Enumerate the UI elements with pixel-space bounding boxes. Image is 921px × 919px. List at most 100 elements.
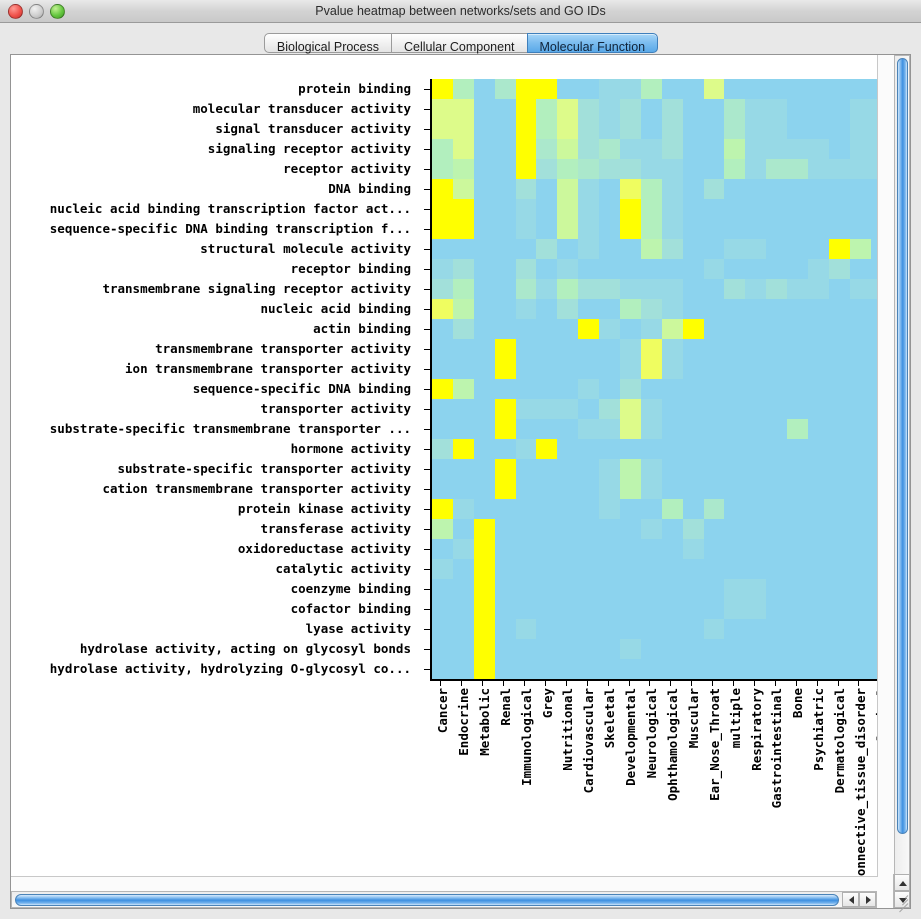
heatmap-cell[interactable] — [724, 219, 746, 239]
heatmap-cell[interactable] — [557, 459, 579, 479]
heatmap-cell[interactable] — [661, 319, 683, 339]
heatmap-cell[interactable] — [703, 559, 725, 579]
heatmap-cell[interactable] — [432, 619, 453, 639]
heatmap-cell[interactable] — [620, 579, 641, 599]
heatmap-cell[interactable] — [828, 419, 850, 439]
heatmap-cell[interactable] — [536, 119, 558, 139]
heatmap-cell[interactable] — [682, 119, 704, 139]
heatmap-cell[interactable] — [557, 219, 579, 239]
heatmap-cell[interactable] — [808, 479, 829, 499]
heatmap-cell[interactable] — [808, 619, 829, 639]
heatmap-cell[interactable] — [432, 519, 453, 539]
heatmap-cell[interactable] — [557, 359, 579, 379]
scroll-up-button[interactable] — [894, 874, 910, 891]
heatmap-cell[interactable] — [745, 639, 767, 659]
heatmap-cell[interactable] — [808, 399, 829, 419]
heatmap-cell[interactable] — [745, 339, 767, 359]
heatmap-cell[interactable] — [494, 639, 516, 659]
heatmap-cell[interactable] — [849, 199, 871, 219]
heatmap-cell[interactable] — [870, 219, 877, 239]
heatmap-cell[interactable] — [557, 99, 579, 119]
heatmap-cell[interactable] — [515, 259, 537, 279]
heatmap-cell[interactable] — [849, 119, 871, 139]
heatmap-cell[interactable] — [473, 79, 495, 99]
heatmap-cell[interactable] — [640, 379, 662, 399]
heatmap-cell[interactable] — [640, 439, 662, 459]
heatmap-cell[interactable] — [620, 479, 641, 499]
heatmap-cell[interactable] — [473, 199, 495, 219]
heatmap-cell[interactable] — [849, 559, 871, 579]
heatmap-cell[interactable] — [870, 379, 877, 399]
heatmap-cell[interactable] — [808, 99, 829, 119]
heatmap-cell[interactable] — [808, 259, 829, 279]
heatmap-cell[interactable] — [787, 519, 809, 539]
heatmap-cell[interactable] — [515, 639, 537, 659]
heatmap-cell[interactable] — [620, 359, 641, 379]
heatmap-cell[interactable] — [849, 379, 871, 399]
heatmap-cell[interactable] — [828, 159, 850, 179]
heatmap-cell[interactable] — [661, 439, 683, 459]
heatmap-cell[interactable] — [620, 499, 641, 519]
heatmap-cell[interactable] — [557, 399, 579, 419]
heatmap-cell[interactable] — [828, 119, 850, 139]
heatmap-cell[interactable] — [828, 79, 850, 99]
minimize-button[interactable] — [29, 4, 44, 19]
heatmap-cell[interactable] — [787, 459, 809, 479]
heatmap-cell[interactable] — [766, 639, 788, 659]
heatmap-cell[interactable] — [724, 339, 746, 359]
heatmap-cell[interactable] — [494, 219, 516, 239]
heatmap-cell[interactable] — [682, 479, 704, 499]
heatmap-cell[interactable] — [808, 579, 829, 599]
heatmap-cell[interactable] — [661, 359, 683, 379]
heatmap-cell[interactable] — [682, 559, 704, 579]
heatmap-cell[interactable] — [745, 239, 767, 259]
heatmap-cell[interactable] — [473, 479, 495, 499]
heatmap-cell[interactable] — [452, 99, 474, 119]
heatmap-cell[interactable] — [473, 279, 495, 299]
heatmap-cell[interactable] — [620, 419, 641, 439]
heatmap-cell[interactable] — [599, 139, 621, 159]
heatmap-cell[interactable] — [452, 399, 474, 419]
heatmap-cell[interactable] — [682, 179, 704, 199]
heatmap-cell[interactable] — [870, 199, 877, 219]
heatmap-cell[interactable] — [828, 659, 850, 679]
heatmap-cell[interactable] — [661, 659, 683, 679]
heatmap-cell[interactable] — [620, 299, 641, 319]
heatmap-cell[interactable] — [494, 279, 516, 299]
heatmap-cell[interactable] — [849, 79, 871, 99]
heatmap-cell[interactable] — [452, 459, 474, 479]
heatmap-cell[interactable] — [640, 539, 662, 559]
heatmap-cell[interactable] — [766, 399, 788, 419]
heatmap-cell[interactable] — [536, 379, 558, 399]
heatmap-cell[interactable] — [787, 499, 809, 519]
heatmap-cell[interactable] — [515, 579, 537, 599]
resize-grip[interactable] — [894, 892, 909, 913]
heatmap-cell[interactable] — [599, 179, 621, 199]
heatmap-cell[interactable] — [766, 459, 788, 479]
heatmap-cell[interactable] — [432, 239, 453, 259]
heatmap-cell[interactable] — [557, 659, 579, 679]
heatmap-cell[interactable] — [682, 339, 704, 359]
heatmap-cell[interactable] — [578, 139, 600, 159]
heatmap-cell[interactable] — [870, 439, 877, 459]
heatmap-cell[interactable] — [557, 239, 579, 259]
heatmap-cell[interactable] — [703, 339, 725, 359]
heatmap-cell[interactable] — [536, 479, 558, 499]
heatmap-cell[interactable] — [640, 139, 662, 159]
heatmap-cell[interactable] — [745, 459, 767, 479]
heatmap-cell[interactable] — [828, 319, 850, 339]
heatmap-cell[interactable] — [828, 299, 850, 319]
heatmap-cell[interactable] — [494, 519, 516, 539]
heatmap-cell[interactable] — [640, 359, 662, 379]
heatmap-cell[interactable] — [745, 259, 767, 279]
heatmap-cell[interactable] — [620, 279, 641, 299]
heatmap-cell[interactable] — [494, 579, 516, 599]
heatmap-cell[interactable] — [494, 559, 516, 579]
heatmap-cell[interactable] — [661, 259, 683, 279]
heatmap-cell[interactable] — [599, 219, 621, 239]
heatmap-cell[interactable] — [432, 599, 453, 619]
heatmap-cell[interactable] — [640, 499, 662, 519]
heatmap-cell[interactable] — [849, 579, 871, 599]
heatmap-cell[interactable] — [787, 359, 809, 379]
heatmap-cell[interactable] — [452, 359, 474, 379]
